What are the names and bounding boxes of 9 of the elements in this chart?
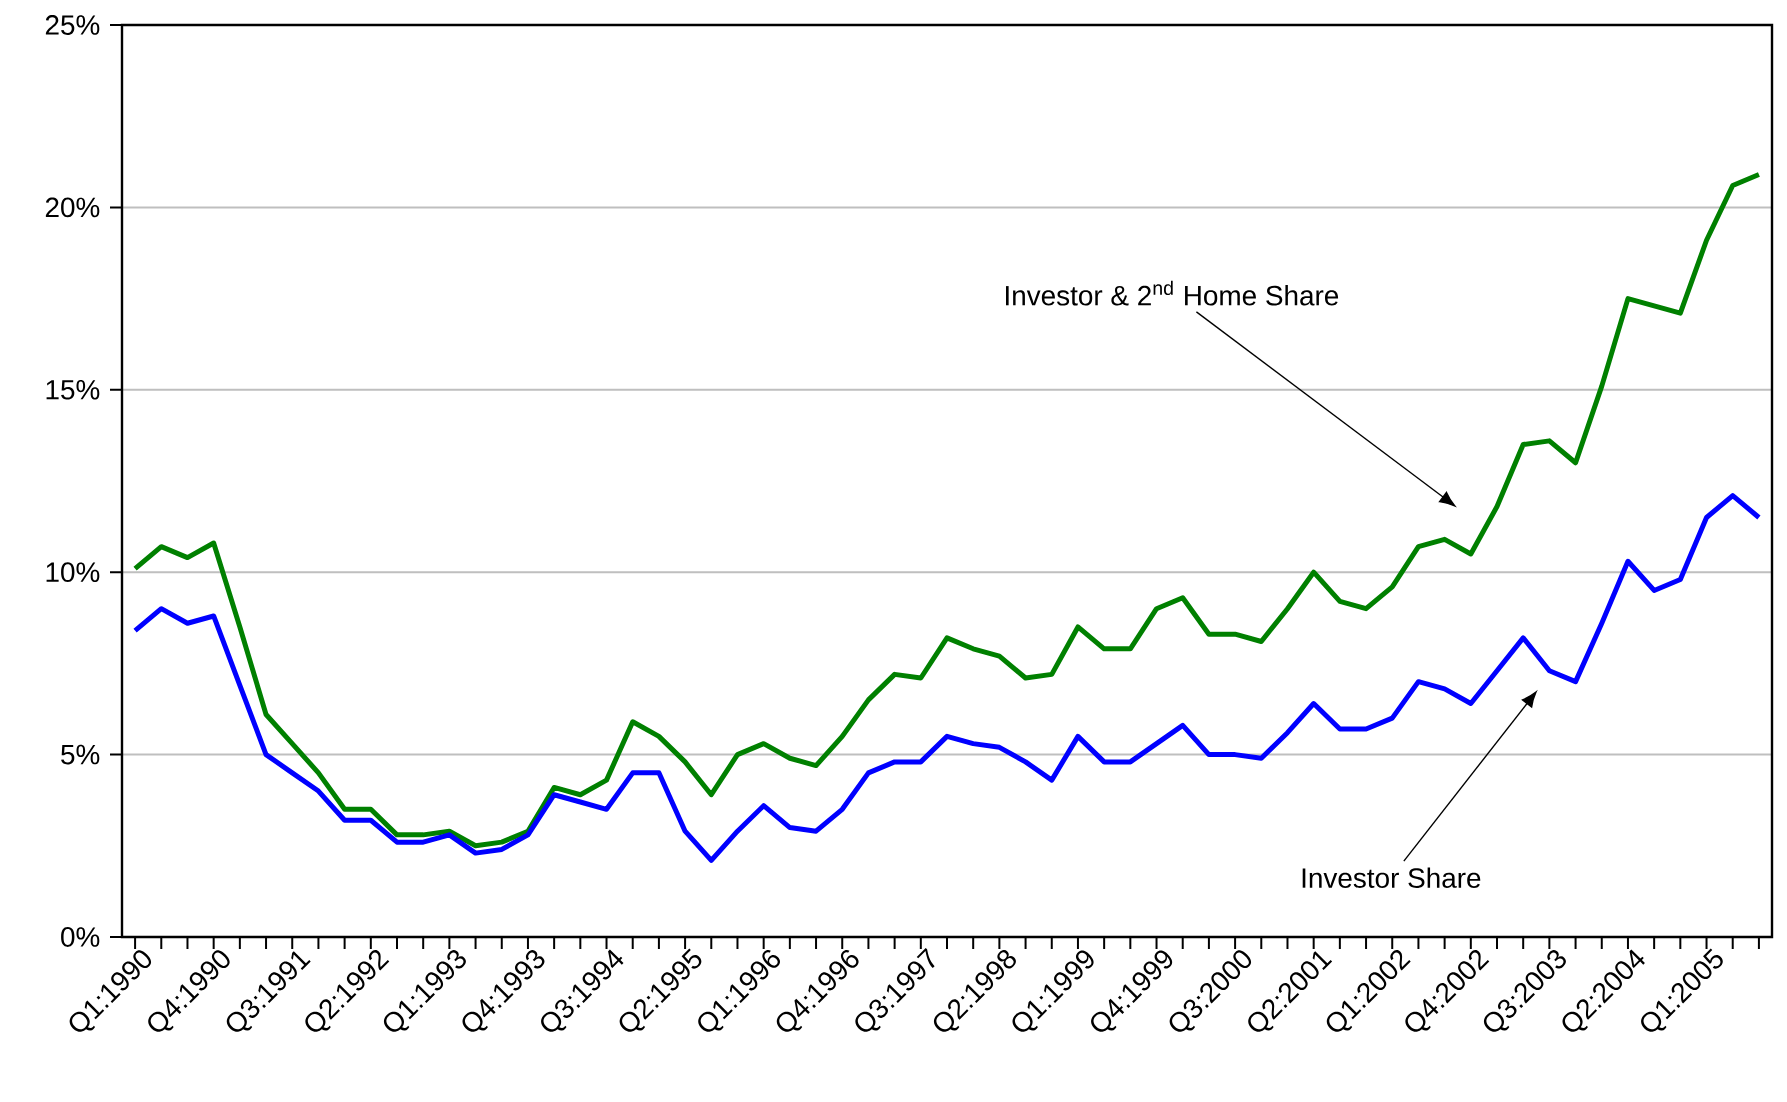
annotation: Investor & 2$^{nd}$ Home Share xyxy=(1006,280,1339,306)
y-tick-label: 20% xyxy=(45,197,100,218)
y-tick-label: 10% xyxy=(46,562,100,583)
line-series xyxy=(132,493,1762,863)
y-tick-label: 15% xyxy=(46,379,100,400)
y-tick-label: 25% xyxy=(45,15,100,35)
y-tick-label: 5% xyxy=(61,744,100,765)
y-tick-label: 0% xyxy=(61,927,100,947)
annotation: Investor Share xyxy=(1302,867,1481,888)
